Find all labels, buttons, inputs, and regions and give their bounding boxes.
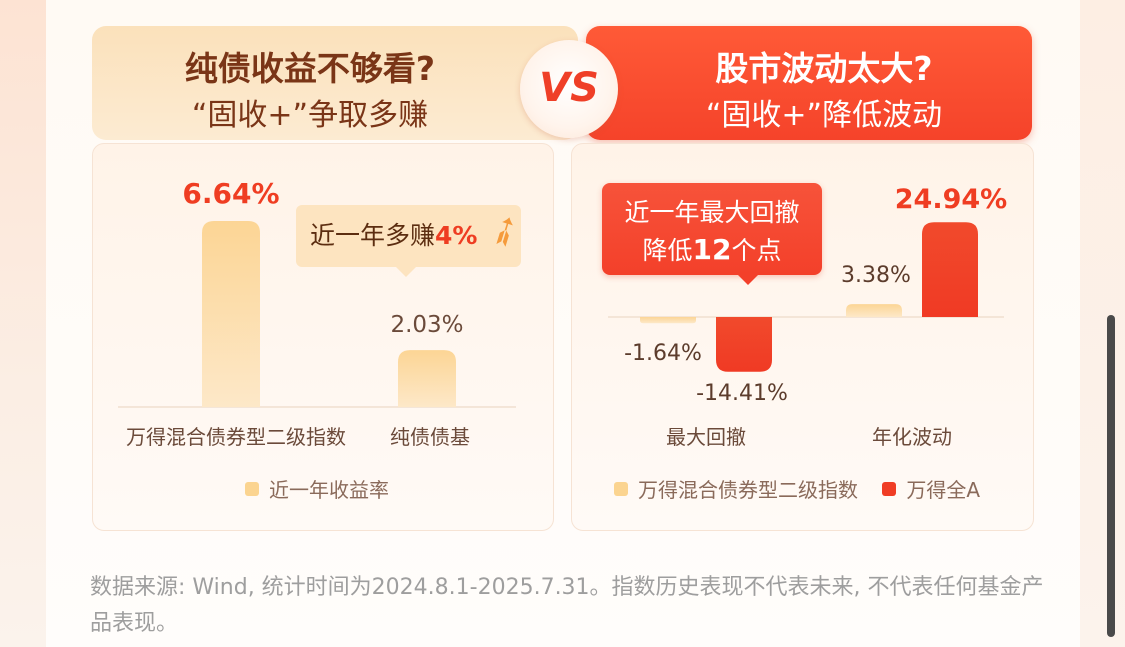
callout-drawdown-number: 12 (692, 233, 732, 266)
header-left-subtitle: “固收+”争取多赚 (191, 98, 429, 133)
callout-extra-return-text: 近一年多赚 (310, 221, 436, 250)
header-left-title: 纯债收益不够看? (184, 49, 436, 88)
legend-swatch-wind-a (882, 481, 897, 496)
page-background-right (1080, 0, 1125, 647)
legend-left: 近一年收益率 (245, 474, 389, 503)
chart-panel-left (92, 143, 554, 531)
callout-extra-return-value: 4% (435, 221, 478, 250)
callout-extra-return: 近一年多赚4% (296, 205, 521, 277)
footnote: 数据来源: Wind, 统计时间为2024.8.1-2025.7.31。指数历史… (90, 575, 1044, 636)
legend-swatch-bond-index (614, 481, 628, 496)
header-right-title: 股市波动太大? (715, 49, 933, 88)
legend-swatch-return (245, 481, 259, 496)
callout-drawdown-suffix: 个点 (731, 236, 782, 265)
legend-right-label-1: 万得全A (906, 478, 981, 502)
legend-left-label: 近一年收益率 (269, 478, 389, 502)
callout-drawdown: 近一年最大回撤 降低12个点 (602, 183, 822, 285)
page-background-left (0, 0, 46, 647)
scrollbar[interactable] (1107, 315, 1115, 637)
header-left-banner: 纯债收益不够看? “固收+”争取多赚 (92, 26, 578, 140)
vs-badge: VS (520, 40, 618, 138)
callout-drawdown-line2: 降低12个点 (602, 231, 822, 267)
header-right-subtitle: “固收+”降低波动 (705, 98, 943, 133)
legend-right-label-0: 万得混合债券型二级指数 (638, 478, 858, 502)
callout-drawdown-prefix: 降低 (642, 236, 693, 265)
callout-drawdown-line1: 近一年最大回撤 (624, 198, 800, 227)
header-right-banner: 股市波动太大? “固收+”降低波动 (586, 26, 1032, 140)
legend-right: 万得混合债券型二级指数 万得全A (614, 474, 980, 503)
